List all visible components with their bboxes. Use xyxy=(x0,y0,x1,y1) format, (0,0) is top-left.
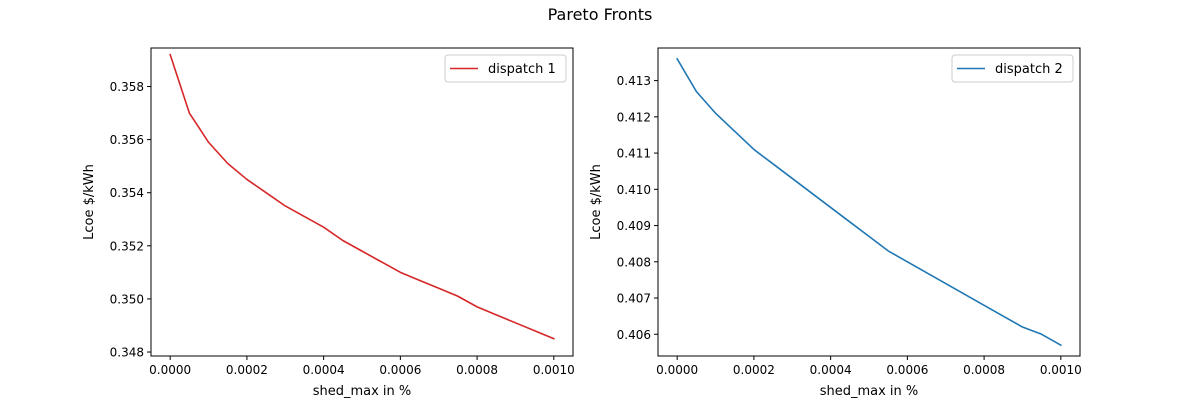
x-tick-label: 0.0000 xyxy=(149,363,191,377)
figure-title: Pareto Fronts xyxy=(547,5,653,24)
legend-box xyxy=(951,54,1074,83)
x-tick-label: 0.0002 xyxy=(733,363,775,377)
axes-frame xyxy=(150,47,574,357)
x-tick-label: 0.0006 xyxy=(379,363,421,377)
y-axis-label: Lcoe $/kWh xyxy=(82,164,97,240)
y-tick-label: 0.406 xyxy=(617,328,651,342)
x-axis-label: shed_max in % xyxy=(820,384,919,399)
x-tick-label: 0.0000 xyxy=(656,363,698,377)
y-tick-label: 0.358 xyxy=(110,80,144,94)
y-tick-label: 0.348 xyxy=(110,346,144,360)
x-tick-label: 0.0004 xyxy=(303,363,345,377)
y-tick-label: 0.410 xyxy=(617,183,651,197)
legend: dispatch 1 xyxy=(444,54,567,83)
legend: dispatch 2 xyxy=(951,54,1074,83)
series-line-1 xyxy=(169,53,555,340)
series-line-1 xyxy=(676,57,1062,347)
y-tick-label: 0.352 xyxy=(110,239,144,253)
axes-frame xyxy=(657,47,1081,357)
x-tick-label: 0.0010 xyxy=(1040,363,1082,377)
x-tick-label: 0.0004 xyxy=(810,363,852,377)
x-tick-label: 0.0002 xyxy=(226,363,268,377)
y-tick-label: 0.411 xyxy=(617,147,651,161)
legend-label: dispatch 2 xyxy=(995,62,1063,77)
y-tick-label: 0.413 xyxy=(617,74,651,88)
y-axis-label: Lcoe $/kWh xyxy=(589,164,604,240)
subplot-2: 0.0000 0.0002 0.0004 0.0006 0.0008 0.0010 0.40… xyxy=(589,47,1082,399)
legend-box xyxy=(444,54,567,83)
x-tick-label: 0.0010 xyxy=(533,363,575,377)
y-tick-label: 0.354 xyxy=(110,186,144,200)
x-tick-label: 0.0008 xyxy=(963,363,1005,377)
y-tick-label: 0.408 xyxy=(617,255,651,269)
subplot-1: 0.0000 0.0002 0.0004 0.0006 0.0008 0.0010 0.34… xyxy=(82,47,575,399)
x-axis-label: shed_max in % xyxy=(313,384,412,399)
x-tick-label: 0.0006 xyxy=(886,363,928,377)
y-tick-label: 0.409 xyxy=(617,219,651,233)
y-tick-label: 0.356 xyxy=(110,133,144,147)
y-tick-label: 0.412 xyxy=(617,110,651,124)
y-tick-label: 0.407 xyxy=(617,292,651,306)
x-tick-label: 0.0008 xyxy=(456,363,498,377)
legend-label: dispatch 1 xyxy=(488,62,556,77)
y-tick-label: 0.350 xyxy=(110,292,144,306)
